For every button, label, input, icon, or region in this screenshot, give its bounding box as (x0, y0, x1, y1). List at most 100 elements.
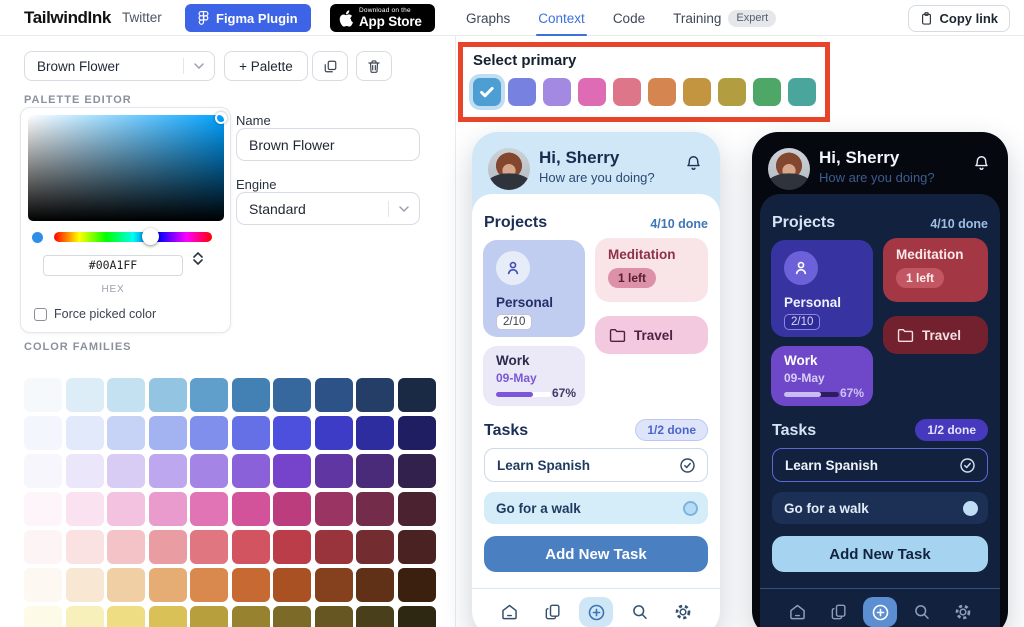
add-palette-button[interactable]: + Palette (224, 51, 308, 81)
family-swatch-pink[interactable] (148, 492, 187, 526)
engine-select[interactable]: Standard (236, 192, 420, 225)
family-swatch-yellow[interactable] (314, 606, 353, 627)
family-swatch-blue[interactable] (273, 378, 311, 412)
project-card-work[interactable]: Work 09-May 67% (771, 346, 873, 406)
project-card-travel[interactable]: Travel (883, 316, 988, 354)
family-swatch-pink[interactable] (65, 492, 104, 526)
family-swatch-yellow[interactable] (148, 606, 187, 627)
family-swatch-yellow[interactable] (356, 606, 394, 627)
primary-swatch-2[interactable] (543, 78, 571, 106)
primary-swatch-7[interactable] (718, 78, 746, 106)
circle-icon[interactable] (683, 500, 698, 516)
project-card-personal[interactable]: Personal 2/10 (483, 240, 585, 337)
add-new-task-button[interactable]: Add New Task (772, 536, 988, 572)
family-swatch-yellow[interactable] (24, 606, 62, 627)
family-swatch-orange[interactable] (397, 568, 436, 602)
family-swatch-indigo[interactable] (314, 416, 353, 450)
delete-palette-button[interactable] (356, 51, 392, 81)
family-swatch-orange[interactable] (24, 568, 62, 602)
bell-icon[interactable] (972, 153, 991, 174)
circle-icon[interactable] (963, 500, 978, 516)
family-swatch-indigo[interactable] (24, 416, 62, 450)
hex-stepper[interactable] (193, 252, 203, 265)
family-swatch-pink[interactable] (397, 492, 436, 526)
app-store-badge[interactable]: Download on the App Store (330, 4, 435, 32)
name-input[interactable] (236, 128, 420, 161)
task-row-go-for-a-walk[interactable]: Go for a walk (772, 492, 988, 524)
primary-swatch-5[interactable] (648, 78, 676, 106)
tab-context[interactable]: Context (536, 0, 587, 36)
tab-code[interactable]: Code (612, 10, 646, 26)
family-swatch-orange[interactable] (356, 568, 394, 602)
family-swatch-purple[interactable] (273, 454, 311, 488)
family-swatch-rose[interactable] (107, 530, 145, 564)
family-swatch-pink[interactable] (231, 492, 270, 526)
family-swatch-yellow[interactable] (65, 606, 104, 627)
project-card-meditation[interactable]: Meditation 1 left (883, 238, 988, 302)
family-swatch-rose[interactable] (273, 530, 311, 564)
primary-swatch-0[interactable] (473, 78, 501, 106)
hex-input[interactable]: #00A1FF (43, 255, 183, 276)
search-icon[interactable] (905, 597, 939, 627)
family-swatch-purple[interactable] (231, 454, 270, 488)
project-card-meditation[interactable]: Meditation 1 left (595, 238, 708, 302)
layers-icon[interactable] (822, 597, 856, 627)
hue-slider[interactable] (54, 228, 212, 245)
family-swatch-yellow[interactable] (190, 606, 228, 627)
hue-slider-thumb[interactable] (142, 228, 159, 245)
family-swatch-rose[interactable] (356, 530, 394, 564)
tab-training[interactable]: Training Expert (673, 0, 777, 36)
family-swatch-orange[interactable] (190, 568, 228, 602)
family-swatch-blue[interactable] (107, 378, 145, 412)
family-swatch-pink[interactable] (356, 492, 394, 526)
plus-circle-icon[interactable] (863, 597, 897, 627)
tab-graphs[interactable]: Graphs (466, 10, 511, 26)
family-swatch-blue[interactable] (397, 378, 436, 412)
family-swatch-rose[interactable] (314, 530, 353, 564)
family-swatch-indigo[interactable] (397, 416, 436, 450)
family-swatch-blue[interactable] (356, 378, 394, 412)
palette-select[interactable]: Brown Flower (24, 51, 215, 81)
home-icon[interactable] (780, 597, 814, 627)
family-swatch-orange[interactable] (273, 568, 311, 602)
family-swatch-pink[interactable] (107, 492, 145, 526)
family-swatch-indigo[interactable] (231, 416, 270, 450)
project-card-personal[interactable]: Personal 2/10 (771, 240, 873, 337)
family-swatch-indigo[interactable] (148, 416, 187, 450)
family-swatch-orange[interactable] (314, 568, 353, 602)
task-row-learn-spanish[interactable]: Learn Spanish (772, 448, 988, 482)
family-swatch-rose[interactable] (148, 530, 187, 564)
primary-swatch-4[interactable] (613, 78, 641, 106)
force-picked-color-checkbox[interactable] (34, 307, 47, 321)
duplicate-palette-button[interactable] (312, 51, 348, 81)
home-icon[interactable] (492, 597, 526, 627)
saturation-thumb[interactable] (215, 112, 227, 124)
family-swatch-rose[interactable] (190, 530, 228, 564)
check-circle-icon[interactable] (678, 456, 697, 475)
copy-link-button[interactable]: Copy link (908, 5, 1010, 32)
check-circle-icon[interactable] (958, 456, 977, 475)
family-swatch-blue[interactable] (314, 378, 353, 412)
primary-swatch-1[interactable] (508, 78, 536, 106)
family-swatch-purple[interactable] (314, 454, 353, 488)
family-swatch-rose[interactable] (24, 530, 62, 564)
gear-icon[interactable] (946, 597, 980, 627)
family-swatch-indigo[interactable] (273, 416, 311, 450)
primary-swatch-9[interactable] (788, 78, 816, 106)
family-swatch-yellow[interactable] (273, 606, 311, 627)
family-swatch-rose[interactable] (231, 530, 270, 564)
family-swatch-orange[interactable] (231, 568, 270, 602)
family-swatch-blue[interactable] (148, 378, 187, 412)
family-swatch-orange[interactable] (107, 568, 145, 602)
add-new-task-button[interactable]: Add New Task (484, 536, 708, 572)
force-picked-color-row[interactable]: Force picked color (34, 307, 156, 321)
family-swatch-blue[interactable] (190, 378, 228, 412)
family-swatch-yellow[interactable] (107, 606, 145, 627)
family-swatch-blue[interactable] (231, 378, 270, 412)
primary-swatch-3[interactable] (578, 78, 606, 106)
primary-swatch-8[interactable] (753, 78, 781, 106)
family-swatch-pink[interactable] (24, 492, 62, 526)
figma-plugin-button[interactable]: Figma Plugin (185, 4, 311, 32)
family-swatch-purple[interactable] (190, 454, 228, 488)
task-row-learn-spanish[interactable]: Learn Spanish (484, 448, 708, 482)
